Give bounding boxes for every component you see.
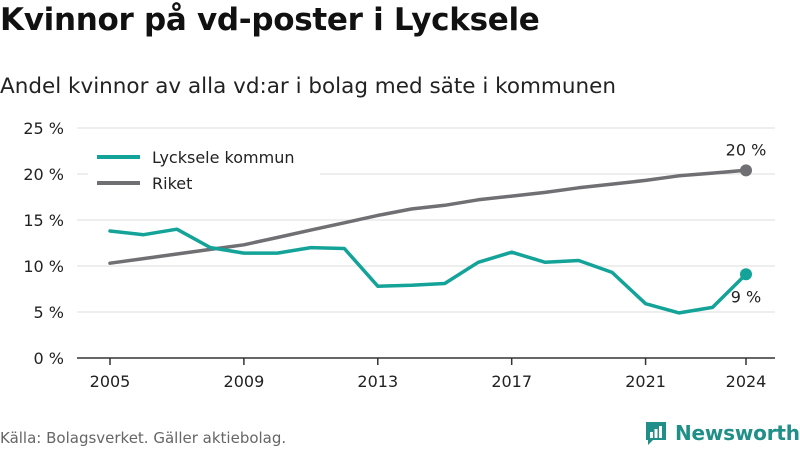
y-tick-label: 5 % (34, 303, 64, 322)
legend-label-riket: Riket (152, 174, 192, 193)
x-tick-label: 2024 (726, 372, 767, 391)
legend-background (88, 142, 320, 200)
x-axis: 2005 2009 2013 2017 2021 2024 (77, 357, 775, 391)
y-tick-label: 0 % (34, 349, 64, 368)
brand-logo[interactable]: Newsworthy (644, 420, 800, 446)
x-tick-label: 2005 (90, 372, 131, 391)
x-tick-label: 2009 (224, 372, 265, 391)
legend: Lycksele kommun Riket (88, 142, 320, 200)
brand-name: Newsworthy (675, 421, 800, 445)
newsworthy-logo-icon (646, 422, 666, 445)
y-tick-label: 25 % (23, 119, 64, 138)
chart-subtitle: Andel kvinnor av alla vd:ar i bolag med … (0, 74, 616, 99)
x-tick-label: 2021 (625, 372, 666, 391)
line-chart: 2005 2009 2013 2017 2021 2024 0 % 5 % 10 % 15 % 2… (23, 119, 775, 391)
end-point-riket (740, 164, 752, 177)
chart-title: Kvinnor på vd-poster i Lycksele (0, 2, 540, 38)
source-note: Källa: Bolagsverket. Gäller aktiebolag. (0, 429, 287, 447)
x-tick-label: 2013 (357, 372, 398, 391)
y-axis: 0 % 5 % 10 % 15 % 20 % 25 % (23, 119, 64, 368)
y-tick-label: 15 % (23, 211, 64, 230)
end-label-lycksele-kommun: 9 % (731, 287, 761, 306)
y-tick-label: 20 % (23, 165, 64, 184)
y-tick-label: 10 % (23, 257, 64, 276)
legend-label-lycksele-kommun: Lycksele kommun (152, 148, 294, 167)
end-point-lycksele-kommun (740, 268, 752, 281)
end-label-riket: 20 % (726, 140, 767, 159)
series-line-lycksele-kommun (108, 227, 748, 315)
x-tick-label: 2017 (491, 372, 532, 391)
series-lines: 20 % 9 % (108, 140, 767, 315)
